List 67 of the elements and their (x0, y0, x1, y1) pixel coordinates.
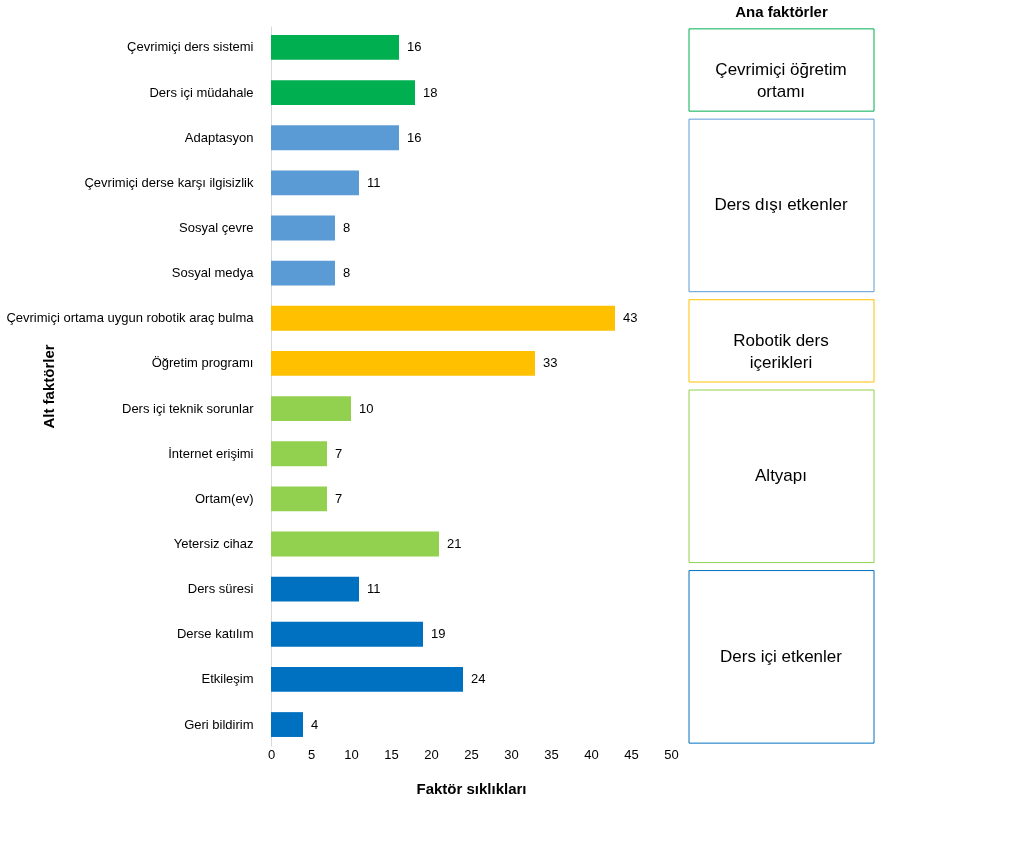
data-label: 16 (407, 129, 422, 145)
bar (271, 576, 359, 602)
y-tick-label: Ortam(ev) (195, 490, 254, 506)
data-label: 7 (335, 490, 343, 506)
y-tick-label: İnternet erişimi (168, 445, 254, 461)
bar (271, 305, 615, 331)
data-label: 16 (407, 39, 422, 55)
x-tick-label: 25 (464, 746, 479, 762)
data-label: 10 (359, 400, 374, 416)
y-tick-label: Yetersiz cihaz (173, 535, 254, 551)
bar (271, 667, 463, 692)
data-label: 8 (343, 265, 351, 281)
y-tick-label: Etkileşim (201, 671, 254, 687)
bar (271, 35, 399, 60)
legend-title: Ana faktörler (735, 3, 828, 20)
x-axis-title: Faktör sıklıkları (416, 779, 527, 797)
text: Ders içi etkenler (720, 646, 843, 666)
y-tick-label: Sosyal çevre (179, 220, 254, 236)
y-tick-label: Ders süresi (187, 581, 254, 597)
data-label: 11 (367, 174, 381, 190)
bar (271, 486, 327, 512)
data-label: 8 (343, 220, 351, 236)
y-tick-label: Geri bildirim (184, 716, 254, 732)
y-tick-label: Sosyal medya (171, 265, 255, 281)
text: Ders dışı etkenler (714, 195, 848, 215)
bar (271, 441, 327, 467)
x-tick-label: 45 (624, 746, 639, 762)
y-tick-label: Derse katılım (176, 626, 254, 642)
x-tick-label: 5 (307, 746, 316, 762)
data-label: 24 (471, 671, 486, 687)
text: Altyapı (755, 466, 807, 486)
bar (271, 215, 335, 241)
data-label: 19 (431, 626, 446, 642)
text: Robotik ders içerikleri (733, 330, 829, 372)
x-tick-label: 30 (504, 746, 519, 762)
bar (271, 80, 415, 105)
text: Çevrimiçi öğretim ortamı (715, 60, 847, 102)
bar (271, 125, 399, 151)
data-label: 43 (623, 310, 638, 326)
bar (271, 531, 439, 557)
y-axis-title: Alt faktörler (39, 344, 57, 429)
x-tick-label: 35 (544, 746, 559, 762)
x-tick-label: 40 (584, 746, 599, 762)
data-label: 7 (335, 445, 343, 461)
x-tick-label: 15 (384, 746, 399, 762)
data-label: 33 (543, 355, 558, 371)
y-tick-label: Adaptasyon (184, 129, 254, 145)
bar (271, 396, 351, 421)
bar (271, 260, 335, 286)
y-tick-label: Ders içi müdahale (149, 84, 254, 100)
y-tick-label: Öğretim programı (151, 355, 254, 371)
bar (271, 351, 535, 376)
x-tick-label: 20 (424, 746, 439, 762)
bar (271, 712, 303, 737)
data-label: 18 (423, 84, 438, 100)
bar (271, 621, 423, 647)
x-tick-label: 10 (344, 746, 359, 762)
x-tick-label: 50 (664, 746, 679, 762)
bar (271, 170, 359, 196)
y-tick-label: Çevrimiçi ortama uygun robotik araç bulma (6, 310, 255, 326)
data-label: 11 (367, 581, 381, 597)
data-label: 4 (311, 716, 319, 732)
y-tick-label: Çevrimiçi derse karşı ilgisizlik (84, 174, 254, 190)
data-label: 21 (447, 535, 462, 551)
x-tick-label: 0 (267, 746, 276, 762)
y-tick-label: Ders içi teknik sorunlar (122, 400, 255, 416)
y-tick-label: Çevrimiçi ders sistemi (127, 39, 254, 55)
